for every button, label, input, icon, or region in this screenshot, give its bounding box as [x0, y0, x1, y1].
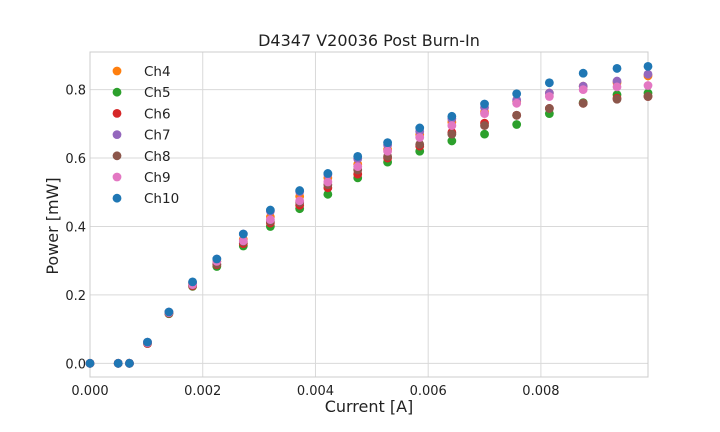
data-point — [480, 109, 489, 118]
data-point — [353, 151, 363, 161]
data-point — [164, 307, 174, 317]
data-point — [612, 64, 622, 73]
data-point — [544, 92, 554, 101]
data-point — [415, 123, 425, 133]
y-tick-label: 0.6 — [65, 152, 86, 167]
legend-item-ch4: Ch4 — [112, 64, 171, 80]
data-point — [480, 99, 489, 109]
data-point — [125, 358, 134, 368]
legend-item-ch7: Ch7 — [112, 128, 171, 144]
data-point — [238, 229, 248, 239]
data-point — [643, 61, 653, 71]
data-point — [143, 337, 152, 347]
y-tick-label: 0.2 — [65, 289, 86, 304]
x-tick-label: 0.006 — [410, 384, 447, 399]
data-point — [383, 138, 392, 148]
data-point — [480, 121, 489, 130]
legend-item-ch10: Ch10 — [112, 191, 179, 207]
chart-title: D4347 V20036 Post Burn-In — [258, 31, 480, 50]
data-point — [265, 205, 275, 215]
data-point — [295, 196, 305, 206]
legend-item-ch6: Ch6 — [112, 106, 171, 122]
data-point — [512, 110, 522, 120]
legend: Ch4 Ch5 Ch6 Ch7 Ch8 Ch9 Ch10 — [112, 64, 179, 207]
data-point — [578, 98, 588, 108]
data-point — [295, 186, 305, 195]
y-tick-label: 0.8 — [65, 84, 86, 99]
legend-label: Ch10 — [144, 191, 179, 207]
data-point — [323, 169, 333, 178]
legend-marker — [112, 151, 122, 161]
plot-area — [89, 51, 649, 378]
data-point — [415, 133, 425, 142]
data-point — [383, 146, 392, 156]
data-points — [85, 61, 653, 368]
legend-label: Ch9 — [144, 170, 171, 186]
legend-label: Ch4 — [144, 64, 171, 80]
data-point — [212, 254, 222, 264]
data-point — [612, 94, 622, 104]
legend-marker — [112, 109, 122, 118]
data-point — [323, 189, 333, 199]
data-point — [512, 89, 522, 99]
legend-marker — [112, 130, 122, 140]
legend-marker — [112, 193, 122, 203]
data-point — [544, 104, 554, 113]
data-point — [578, 68, 588, 78]
legend-marker — [112, 66, 122, 76]
y-tick-label: 0.4 — [65, 220, 86, 235]
legend-label: Ch5 — [144, 85, 171, 101]
data-point — [323, 177, 333, 187]
x-tick-label: 0.004 — [297, 384, 334, 399]
data-point — [612, 82, 622, 92]
y-tick-label: 0.0 — [65, 357, 86, 372]
legend-marker — [112, 172, 122, 182]
data-point — [113, 358, 123, 368]
data-point — [447, 111, 457, 121]
y-axis-label: Power [mW] — [43, 177, 62, 274]
data-point — [447, 129, 457, 139]
series-ch10 — [85, 61, 653, 368]
legend-item-ch9: Ch9 — [112, 170, 171, 186]
legend-label: Ch6 — [144, 106, 171, 122]
x-tick-label: 0.002 — [184, 384, 221, 399]
data-point — [447, 121, 457, 130]
data-point — [238, 236, 248, 246]
data-point — [188, 277, 197, 287]
x-axis-label: Current [A] — [325, 397, 414, 416]
x-tick-label: 0.008 — [522, 384, 559, 399]
data-point — [85, 358, 95, 368]
legend-label: Ch8 — [144, 149, 171, 165]
data-point — [512, 120, 522, 129]
data-point — [643, 81, 653, 90]
legend-marker — [112, 87, 122, 97]
legend-item-ch5: Ch5 — [112, 85, 171, 101]
data-point — [512, 98, 522, 108]
data-point — [447, 136, 457, 146]
legend-label: Ch7 — [144, 128, 171, 144]
data-point — [480, 129, 489, 139]
data-point — [415, 139, 425, 149]
legend-item-ch8: Ch8 — [112, 149, 171, 165]
data-point — [578, 85, 588, 95]
data-point — [544, 78, 554, 88]
x-tick-label: 0.000 — [71, 384, 108, 399]
data-point — [265, 215, 275, 225]
data-point — [643, 92, 653, 101]
data-point — [643, 69, 653, 79]
data-point — [353, 162, 363, 172]
tick-labels: 0.000 0.002 0.004 0.006 0.008 0.0 0.2 0.4 0.6 0.8 — [65, 84, 559, 399]
grid-lines — [89, 52, 648, 377]
